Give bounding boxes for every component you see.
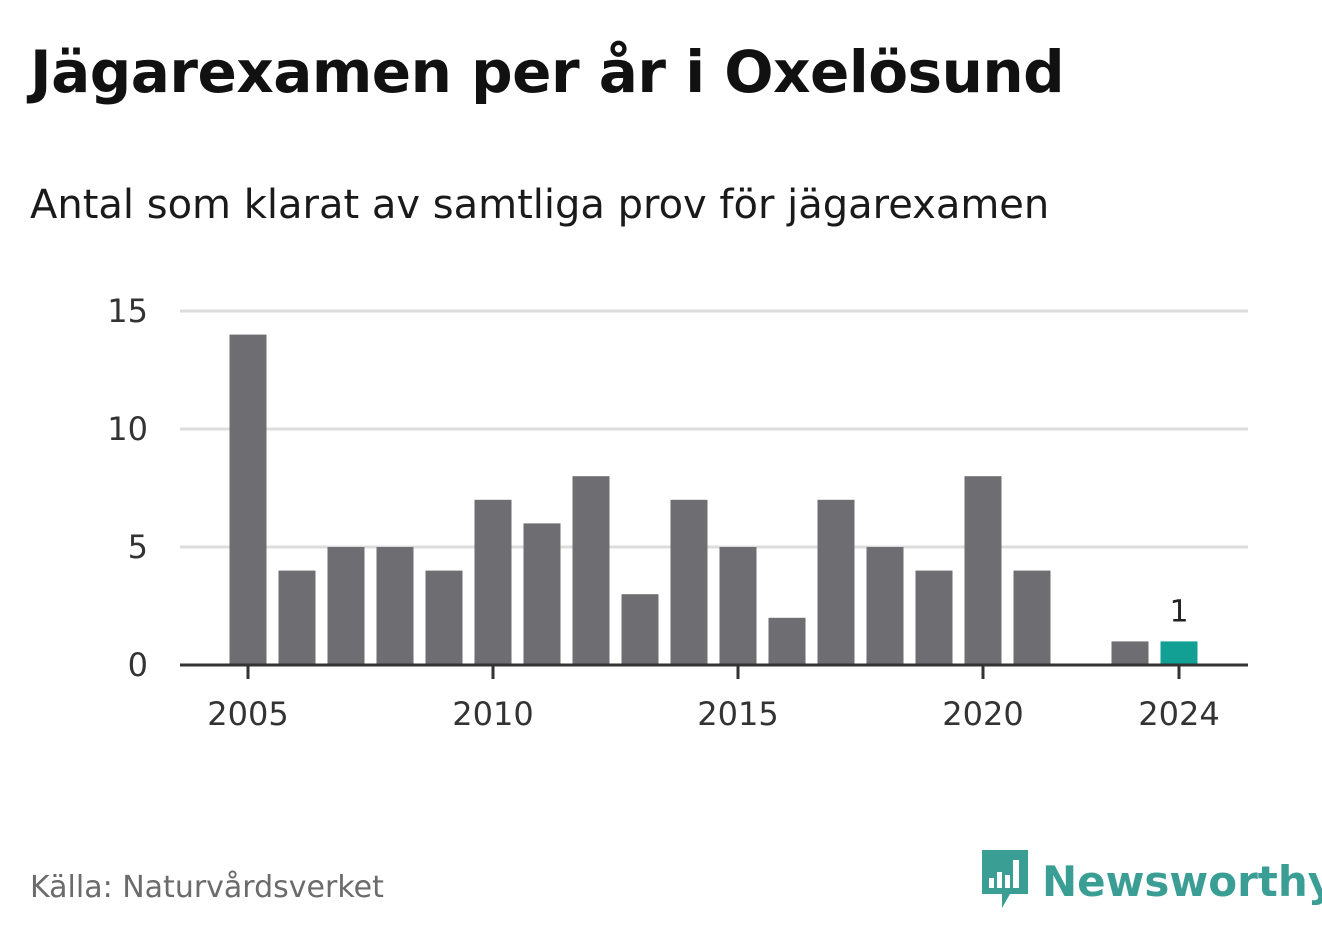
gridlines (180, 309, 1248, 549)
bars (229, 334, 1198, 665)
bar-2020 (964, 476, 1002, 665)
brand-name: Newsworthy (1042, 856, 1322, 906)
data-labels: 1 (1169, 594, 1188, 629)
bar-2011 (523, 523, 561, 665)
y-axis-ticks: 0 5 10 15 (107, 292, 148, 684)
bar-2006 (278, 570, 316, 665)
bar-2008 (376, 547, 414, 665)
newsworthy-logo-icon (980, 848, 1030, 914)
data-label-2024: 1 (1169, 594, 1188, 629)
y-tick-label: 15 (107, 292, 148, 330)
x-tick-label: 2020 (942, 695, 1023, 733)
bar-2016 (768, 617, 806, 665)
bar-chart: 0 5 10 15 2005 2010 2015 2020 2024 1 (107, 292, 1248, 733)
x-tick-label: 2005 (207, 695, 288, 733)
bar-2021 (1013, 570, 1051, 665)
brand[interactable]: Newsworthy (980, 848, 1322, 914)
bar-2017 (817, 499, 855, 665)
y-tick-label: 10 (107, 410, 148, 448)
y-tick-label: 0 (128, 646, 148, 684)
bar-2018 (866, 547, 904, 665)
y-tick-label: 5 (128, 528, 148, 566)
source-note: Källa: Naturvårdsverket (30, 870, 384, 905)
x-tick-label: 2010 (452, 695, 533, 733)
bar-2013 (621, 594, 659, 665)
bar-2014 (670, 499, 708, 665)
bar-2023 (1111, 641, 1149, 665)
bar-2019 (915, 570, 953, 665)
bar-2009 (425, 570, 463, 665)
bar-2024 (1160, 641, 1198, 665)
bar-2007 (327, 547, 365, 665)
chart-subtitle: Antal som klarat av samtliga prov för jä… (30, 182, 1050, 228)
bar-2005 (229, 334, 267, 665)
bar-2012 (572, 476, 610, 665)
bar-2015 (719, 547, 757, 665)
bar-2010 (474, 499, 512, 665)
chart-title: Jägarexamen per år i Oxelösund (30, 38, 1065, 106)
x-tick-label: 2024 (1138, 695, 1219, 733)
x-axis: 2005 2010 2015 2020 2024 (180, 663, 1248, 733)
x-tick-label: 2015 (697, 695, 778, 733)
